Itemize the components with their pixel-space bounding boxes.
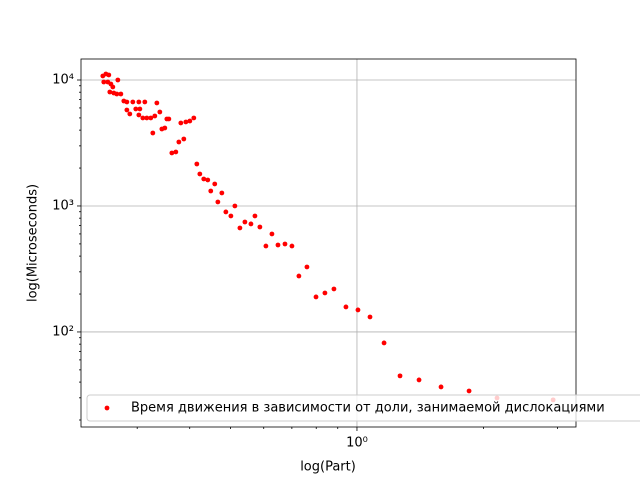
point xyxy=(157,109,163,115)
point xyxy=(181,136,187,142)
point xyxy=(166,116,172,122)
point xyxy=(212,181,218,187)
point xyxy=(173,149,179,155)
point xyxy=(381,340,387,346)
point xyxy=(438,384,444,390)
legend: Время движения в зависимости от доли, за… xyxy=(86,394,640,422)
point xyxy=(115,77,121,83)
point xyxy=(194,161,200,167)
point xyxy=(162,125,168,131)
point xyxy=(148,115,154,121)
point xyxy=(232,203,238,209)
point xyxy=(137,106,143,112)
point xyxy=(130,99,136,105)
point xyxy=(208,188,214,194)
plot-area xyxy=(81,59,576,427)
point xyxy=(289,243,295,249)
point xyxy=(136,99,142,105)
point xyxy=(197,171,203,177)
point xyxy=(304,264,310,270)
point xyxy=(169,150,175,156)
x-tick-label: 10⁰ xyxy=(346,436,368,451)
point xyxy=(257,224,263,230)
plot-frame xyxy=(80,58,577,428)
point xyxy=(313,294,319,300)
point xyxy=(219,190,225,196)
point xyxy=(154,100,160,106)
point xyxy=(343,304,349,310)
point xyxy=(248,221,254,227)
point xyxy=(191,115,197,121)
point xyxy=(144,115,150,121)
point xyxy=(355,307,361,313)
y-tick-label: 10³ xyxy=(52,198,74,213)
legend-label: Время движения в зависимости от доли, за… xyxy=(131,401,605,416)
point xyxy=(110,84,116,90)
point xyxy=(215,199,221,205)
point xyxy=(107,89,113,95)
point xyxy=(205,177,211,183)
point xyxy=(252,213,258,219)
point xyxy=(397,373,403,379)
point xyxy=(416,377,422,383)
point xyxy=(152,113,158,119)
point xyxy=(118,91,124,97)
point xyxy=(466,388,472,394)
point xyxy=(201,176,207,182)
point xyxy=(322,290,328,296)
point xyxy=(127,111,133,117)
point xyxy=(106,72,112,78)
point xyxy=(237,225,243,231)
point xyxy=(183,119,189,125)
point xyxy=(263,243,269,249)
y-tick-label: 10² xyxy=(52,324,74,339)
x-axis-label: log(Part) xyxy=(300,460,356,475)
point xyxy=(142,99,148,105)
point xyxy=(140,115,146,121)
point xyxy=(124,107,130,113)
point xyxy=(124,99,130,105)
point xyxy=(331,286,337,292)
point xyxy=(296,273,302,279)
point xyxy=(367,314,373,320)
point xyxy=(114,91,120,97)
legend-marker xyxy=(104,405,110,411)
point xyxy=(178,120,184,126)
legend-box xyxy=(86,394,640,422)
y-tick-label: 10⁴ xyxy=(52,72,74,87)
point xyxy=(187,118,193,124)
point xyxy=(275,242,281,248)
point xyxy=(176,139,182,145)
point xyxy=(242,219,248,225)
point xyxy=(136,112,142,118)
y-axis-label: log(Microseconds) xyxy=(26,184,41,302)
point xyxy=(269,231,275,237)
point xyxy=(228,213,234,219)
point xyxy=(282,241,288,247)
point xyxy=(150,130,156,136)
point xyxy=(223,209,229,215)
point xyxy=(133,106,139,112)
point xyxy=(101,79,107,85)
